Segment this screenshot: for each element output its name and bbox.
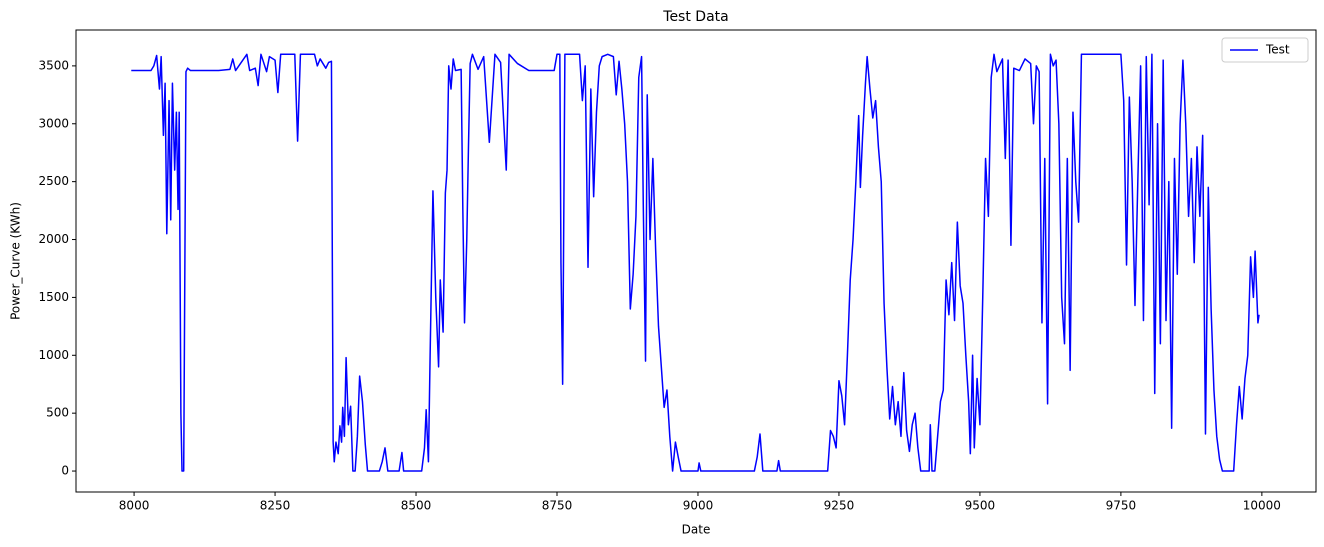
x-tick-label: 9500 (965, 499, 996, 513)
x-tick-label: 8000 (119, 499, 150, 513)
y-tick-label: 0 (61, 464, 69, 478)
legend-label: Test (1265, 43, 1290, 57)
y-tick-label: 3000 (38, 116, 69, 130)
x-tick-label: 9000 (683, 499, 714, 513)
y-tick-label: 3500 (38, 58, 69, 72)
x-axis-label: Date (682, 523, 711, 537)
y-axis-label: Power_Curve (KWh) (9, 202, 23, 320)
chart-title: Test Data (662, 9, 728, 25)
x-tick-label: 8500 (401, 499, 432, 513)
line-series (131, 53, 1260, 472)
legend-box (1221, 37, 1309, 63)
y-tick-label: 500 (46, 406, 69, 420)
x-tick-label: 9250 (824, 499, 855, 513)
x-tick-label: 8250 (260, 499, 291, 513)
y-tick-label: 1500 (38, 290, 69, 304)
x-tick-label: 10000 (1243, 499, 1281, 513)
x-tick-label: 8750 (542, 499, 573, 513)
x-tick-label: 9750 (1106, 499, 1137, 513)
y-tick-label: 2000 (38, 232, 69, 246)
y-tick-label: 1000 (38, 348, 69, 362)
axes-frame (75, 29, 1317, 493)
y-tick-label: 2500 (38, 174, 69, 188)
